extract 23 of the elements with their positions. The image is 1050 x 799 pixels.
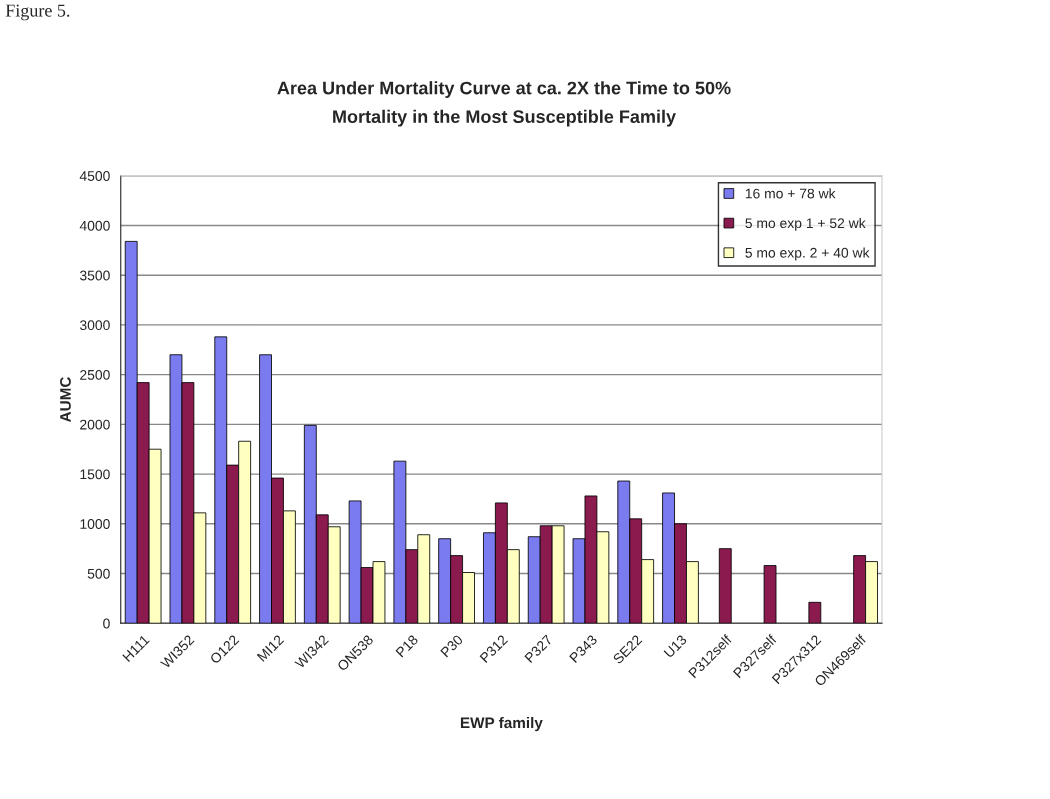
- caption: Figure 5.: [5, 4, 70, 21]
- x-tick-label: U13: [663, 634, 688, 659]
- bar: [763, 565, 777, 624]
- y-tick-label: 0: [103, 618, 110, 629]
- y-tick-label: 3000: [79, 320, 110, 331]
- chart-title: Area Under Mortality Curve at ca. 2X the Time to 50% Mortality in the Most Susceptible Family: [277, 81, 731, 127]
- y-tick-label: 1000: [80, 519, 110, 529]
- y-tick-label: 2000: [80, 419, 110, 430]
- legend-label: 5 mo exp. 2 + 40 wk: [745, 247, 870, 261]
- y-tick-label: 1500: [80, 469, 110, 480]
- legend-label: 16 mo + 78 wk: [745, 188, 836, 199]
- y-tick-label: 3500: [79, 270, 110, 281]
- x-tick-label: P30: [440, 634, 464, 658]
- y-axis-title: AUMC: [60, 377, 71, 423]
- x-axis-title: EWP family: [460, 716, 543, 732]
- bar: [718, 548, 732, 624]
- y-tick-label: 4000: [79, 220, 110, 231]
- legend-label: 5 mo exp 1 + 52 wk: [745, 217, 866, 231]
- y-tick-label: 4500: [79, 171, 110, 181]
- y-tick-label: 500: [87, 568, 110, 579]
- bar: [808, 601, 822, 624]
- y-tick-label: 2500: [80, 369, 110, 380]
- x-tick-label: P18: [395, 634, 419, 658]
